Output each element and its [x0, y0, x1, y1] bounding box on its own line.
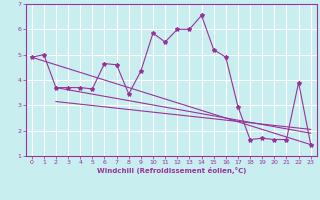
X-axis label: Windchill (Refroidissement éolien,°C): Windchill (Refroidissement éolien,°C): [97, 167, 246, 174]
